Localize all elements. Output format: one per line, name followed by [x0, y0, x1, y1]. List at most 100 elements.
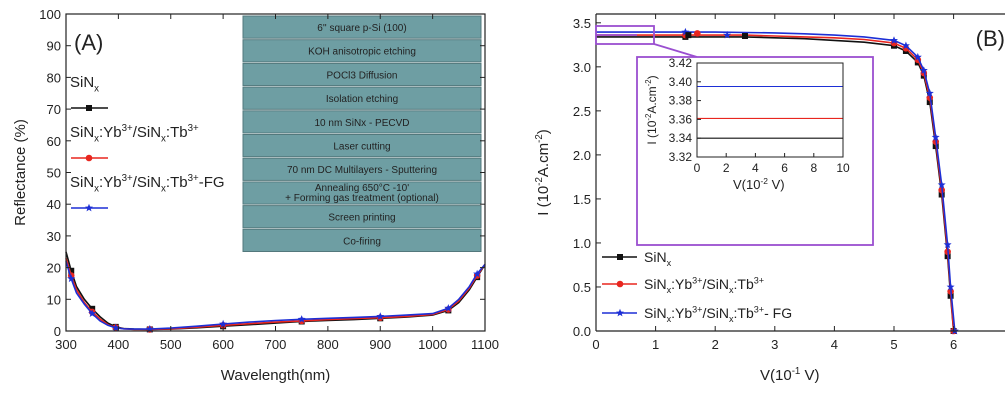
inset-x-axis-label: V(10-2 V) [733, 176, 785, 192]
legend-label: SiNx:Yb3+/SiNx:Tb3+ [70, 123, 199, 145]
x-tick-label: 6 [950, 337, 957, 352]
process-step-label: 70 nm DC Multilayers - Sputtering [287, 165, 437, 176]
data-point-star [943, 240, 952, 249]
data-point-star [681, 27, 690, 36]
panel-b: 012345670.00.51.01.52.02.53.03.5V(10-1 V… [534, 13, 1005, 384]
inset-y-tick-label: 3.36 [669, 112, 693, 126]
data-point-star [376, 312, 385, 320]
y-tick-label: 90 [47, 39, 61, 54]
x-tick-label: 400 [108, 337, 130, 352]
data-point-square [68, 267, 75, 274]
process-step-box [242, 228, 482, 253]
legend-label: SiNx:Yb3+/SiNx:Tb3+ [644, 275, 764, 295]
legend-label: SiNx [644, 249, 672, 268]
y-tick-label: 100 [39, 7, 61, 22]
x-tick-label: 4 [831, 337, 838, 352]
data-point-star [901, 41, 910, 50]
process-step-box [242, 86, 482, 110]
data-point-circle [694, 30, 701, 37]
legend-label: SiNx [70, 74, 99, 95]
data-point-star [473, 269, 482, 278]
data-point-star [937, 180, 946, 189]
process-step-label: 10 nm SiNx - PECVD [314, 118, 409, 129]
inset-x-tick-label: 10 [836, 161, 850, 175]
x-tick-label: 0 [592, 337, 599, 352]
data-point-square [685, 32, 692, 39]
process-step-label: Annealing 650°C -10' [315, 183, 409, 194]
x-tick-label: 700 [265, 337, 287, 352]
inset-y-tick-label: 3.34 [669, 131, 693, 145]
legend-label: SiNx:Yb3+/SiNx:Tb3+-FG [70, 173, 225, 195]
x-tick-label: 800 [317, 337, 339, 352]
x-tick-label: 300 [55, 337, 77, 352]
process-step-label: POCl3 Diffusion [327, 70, 398, 81]
data-point-star [723, 30, 732, 39]
x-tick-label: 1100 [471, 337, 499, 352]
series-line [65, 257, 486, 331]
process-step-box [242, 62, 482, 87]
data-point-circle [85, 154, 93, 162]
x-tick-label: 600 [212, 337, 234, 352]
process-step-label: Screen printing [328, 213, 395, 224]
process-step-label: Isolation etching [326, 94, 398, 105]
data-point-square [617, 254, 623, 260]
y-tick-label: 20 [47, 261, 61, 276]
process-step-box [242, 181, 482, 205]
data-point-star [145, 324, 154, 333]
data-point-star [219, 319, 228, 328]
data-point-star [890, 36, 898, 44]
process-step-label: 6'' square p-Si (100) [317, 23, 406, 34]
y-tick-label: 0.5 [573, 280, 591, 295]
legend: SiNx SiNx:Yb3+/SiNx:Tb3+ SiNx:Yb3+/SiNx:Tb… [70, 74, 225, 212]
y-tick-label: 30 [47, 229, 61, 244]
legend: SiNx SiNx:Yb3+/SiNx:Tb3+ SiNx:Yb3+/SiNx:Tb… [602, 249, 792, 324]
y-axis-label: I (10-2A.cm-2) [534, 129, 552, 216]
series-line [596, 31, 956, 332]
y-tick-label: 0.0 [573, 324, 591, 339]
y-tick-label: 50 [47, 166, 61, 181]
panel-label: (B) [976, 26, 1005, 51]
process-step-label: KOH anisotropic etching [308, 47, 416, 58]
y-tick-label: 3.0 [573, 60, 591, 75]
data-point-star [88, 309, 97, 317]
process-step-label: Co-firing [343, 236, 381, 247]
data-point-star [297, 315, 306, 323]
inset-frame [696, 62, 844, 158]
data-point-star [444, 304, 453, 312]
x-tick-label: 5 [890, 337, 897, 352]
x-tick-label: 900 [369, 337, 391, 352]
y-tick-label: 40 [47, 197, 61, 212]
zoom-connector [653, 43, 698, 58]
panel-a: 6'' square p-Si (100) KOH anisotropic etc… [12, 7, 499, 384]
inset-y-tick-label: 3.42 [669, 56, 693, 70]
series-line [65, 251, 486, 331]
y-tick-label: 2.5 [573, 104, 591, 119]
data-point-star [919, 66, 928, 74]
y-tick-label: 60 [47, 134, 61, 149]
data-point-star [913, 52, 922, 61]
y-tick-label: 10 [47, 292, 61, 307]
inset-y-tick-label: 3.32 [669, 150, 693, 164]
y-tick-label: 70 [47, 102, 61, 117]
y-tick-label: 2.0 [573, 148, 591, 163]
process-step-box [242, 205, 482, 229]
x-tick-label: 1 [652, 337, 659, 352]
data-point-star [85, 203, 93, 212]
data-point-star [925, 89, 934, 97]
data-point-star [616, 308, 624, 317]
inset-chart: 0 2 4 6 8 10 3.32 3.34 3.36 3.38 3.40 3.42 V(10-2 V)… [636, 56, 874, 246]
x-axis-label: Wavelength(nm) [221, 367, 330, 384]
x-tick-label: 500 [160, 337, 182, 352]
process-step-box [242, 157, 482, 181]
data-point-square [86, 105, 92, 111]
inset-x-tick-label: 4 [752, 161, 759, 175]
legend-label: SiNx:Yb3+/SiNx:Tb3+- FG [644, 304, 792, 324]
process-step-label: Laser cutting [333, 142, 390, 153]
inset-box [636, 56, 874, 246]
panel-label: (A) [74, 30, 103, 55]
x-axis-label: V(10-1 V) [760, 366, 820, 384]
y-tick-label: 1.0 [573, 236, 591, 251]
process-step-box [242, 39, 482, 63]
